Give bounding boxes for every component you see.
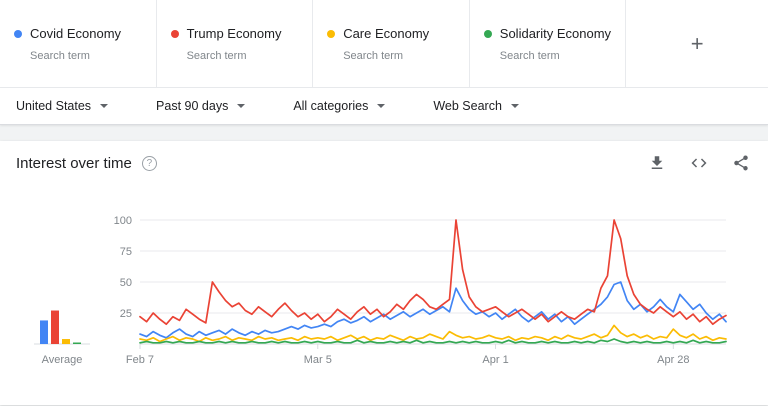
- svg-text:25: 25: [120, 308, 132, 320]
- term-color-dot: [327, 29, 336, 38]
- filter-label: All categories: [293, 99, 369, 113]
- term-card-covid-economy[interactable]: Covid Economy Search term: [0, 0, 157, 87]
- timeseries-line-chart[interactable]: 25 50 75 100 Feb 7 Mar 5 Apr 1 Apr 28: [104, 190, 740, 370]
- term-color-dot: [483, 29, 492, 38]
- term-sublabel: Search term: [30, 50, 90, 62]
- add-comparison-button[interactable]: +: [626, 0, 768, 87]
- svg-text:Apr 28: Apr 28: [657, 354, 689, 366]
- embed-code-icon[interactable]: [690, 154, 708, 172]
- help-icon[interactable]: ?: [141, 155, 157, 171]
- filter-label: Past 90 days: [156, 99, 229, 113]
- svg-text:Apr 1: Apr 1: [482, 354, 508, 366]
- download-icon[interactable]: [648, 154, 666, 172]
- term-sublabel: Search term: [499, 50, 560, 62]
- term-color-dot: [170, 29, 179, 38]
- filter-search-type-dropdown[interactable]: Web Search: [433, 99, 519, 113]
- term-label: Trump Economy: [186, 26, 282, 41]
- svg-text:Feb 7: Feb 7: [126, 354, 154, 366]
- chevron-down-icon: [377, 104, 386, 108]
- term-label: Solidarity Economy: [499, 26, 612, 41]
- term-card-trump-economy[interactable]: Trump Economy Search term: [157, 0, 314, 87]
- chevron-down-icon: [237, 104, 246, 108]
- term-sublabel: Search term: [186, 50, 247, 62]
- card-header: Interest over time ?: [0, 141, 768, 180]
- interest-over-time-card: Interest over time ? Average 25 50 75 100 Fe…: [0, 141, 768, 405]
- section-title: Interest over time: [16, 154, 132, 172]
- filter-category-dropdown[interactable]: All categories: [293, 99, 386, 113]
- page-gap: [0, 125, 768, 141]
- svg-text:50: 50: [120, 277, 132, 289]
- term-label: Care Economy: [343, 26, 430, 41]
- chevron-down-icon: [510, 104, 519, 108]
- svg-text:Average: Average: [42, 354, 83, 366]
- plus-icon: +: [690, 30, 704, 56]
- svg-text:100: 100: [114, 215, 132, 227]
- svg-text:Mar 5: Mar 5: [304, 354, 332, 366]
- average-bar-chart: Average: [34, 310, 90, 366]
- filter-geo-dropdown[interactable]: United States: [16, 99, 109, 113]
- term-card-solidarity-economy[interactable]: Solidarity Economy Search term: [470, 0, 627, 87]
- term-label: Covid Economy: [30, 26, 122, 41]
- filter-time-dropdown[interactable]: Past 90 days: [156, 99, 246, 113]
- term-color-dot: [14, 29, 22, 38]
- filter-label: United States: [16, 99, 92, 113]
- svg-text:75: 75: [120, 246, 132, 258]
- filters-bar: United States Past 90 days All categorie…: [0, 88, 768, 125]
- term-comparison-row: Covid Economy Search term Trump Economy …: [0, 0, 768, 88]
- chevron-down-icon: [100, 104, 109, 108]
- term-sublabel: Search term: [343, 50, 404, 62]
- share-icon[interactable]: [732, 154, 750, 172]
- term-card-care-economy[interactable]: Care Economy Search term: [313, 0, 470, 87]
- interest-over-time-chart: Average 25 50 75 100 Feb 7 Mar 5 Apr 1 Apr 28: [0, 180, 768, 370]
- filter-label: Web Search: [433, 99, 502, 113]
